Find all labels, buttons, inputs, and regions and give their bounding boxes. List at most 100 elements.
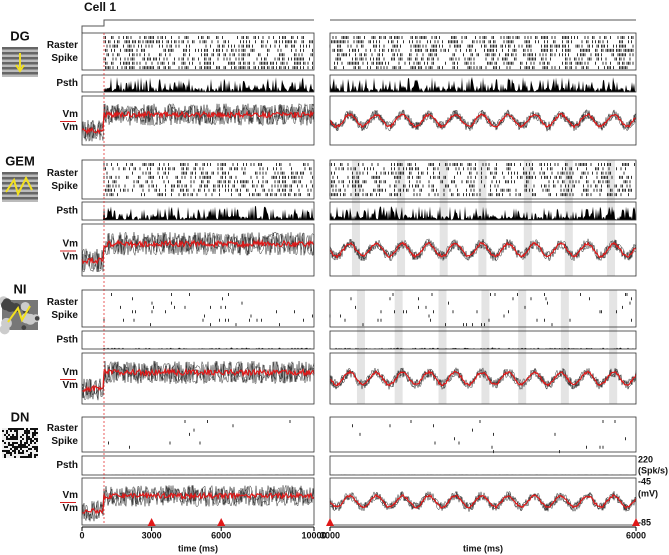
stimulus-noise	[18, 430, 20, 432]
stimulus-noise	[10, 438, 12, 440]
stimulus-noise	[14, 452, 16, 454]
stimulus-noise	[24, 446, 26, 448]
stimulus-noise	[6, 442, 8, 444]
stimulus-noise	[36, 432, 38, 434]
stimulus-noise	[4, 434, 6, 436]
raster-ticks	[103, 293, 313, 327]
panel-label: Vm	[62, 122, 78, 133]
panel-label: Vm	[62, 252, 78, 263]
stimulus-noise	[6, 438, 8, 440]
panel-frame	[329, 477, 637, 526]
stimulus-noise	[18, 456, 20, 458]
stimulus-noise	[2, 432, 4, 434]
condition-label: DN	[11, 409, 30, 424]
stimulus-noise	[34, 434, 36, 436]
x-tick-label: 6000	[626, 530, 646, 540]
panel-label: Vm	[62, 367, 78, 378]
stimulus-noise	[24, 448, 26, 450]
stimulus-noise	[22, 452, 24, 454]
stimulus-noise	[8, 436, 10, 438]
panel-frame	[81, 223, 315, 277]
stimulus-noise	[8, 444, 10, 446]
stimulus-noise	[34, 456, 36, 458]
stimulus-noise	[8, 430, 10, 432]
stimulus-noise	[10, 432, 12, 434]
vm-trace	[329, 238, 637, 262]
stimulus-noise	[12, 456, 14, 458]
panel-frame	[81, 95, 315, 146]
stimulus-noise	[4, 428, 6, 430]
stimulus-noise	[10, 430, 12, 432]
stimulus-noise	[28, 428, 30, 430]
stimulus-noise	[22, 432, 24, 434]
stimulus-noise	[18, 432, 20, 434]
panel-label: Vm	[62, 109, 78, 120]
stimulus-noise	[14, 434, 16, 436]
panel-label: Spike	[51, 436, 78, 447]
stimulus-noise	[22, 430, 24, 432]
figure-title: Cell 1	[84, 0, 116, 14]
stimulus-noise	[32, 448, 34, 450]
stimulus-noise	[2, 440, 4, 442]
stimulus-noise	[18, 440, 20, 442]
highlight-band	[438, 290, 447, 404]
time-marker	[632, 518, 640, 526]
stimulus-noise	[32, 454, 34, 456]
stimulus-noise	[28, 444, 30, 446]
highlight-band	[518, 290, 527, 404]
stimulus-noise	[32, 446, 34, 448]
stimulus-noise	[26, 450, 28, 452]
stimulus-noise	[24, 432, 26, 434]
panel-label: Vm	[62, 490, 78, 501]
stimulus-line	[81, 19, 314, 33]
stimulus-noise	[36, 428, 38, 430]
stimulus-noise	[20, 454, 22, 456]
highlight-band	[560, 290, 569, 404]
stimulus-noise	[20, 442, 22, 444]
highlight-band	[394, 290, 403, 404]
stimulus-noise	[12, 444, 14, 446]
stimulus-noise	[12, 442, 14, 444]
stimulus-noise	[32, 444, 34, 446]
stimulus-noise	[14, 442, 16, 444]
stimulus-noise	[30, 448, 32, 450]
stimulus-noise	[12, 436, 14, 438]
stimulus-noise	[22, 438, 24, 440]
stimulus-noise	[14, 432, 16, 434]
panel-label: Spike	[51, 310, 78, 321]
condition-label: GEM	[5, 153, 35, 168]
psth	[82, 205, 314, 220]
vm-trace	[329, 366, 637, 390]
vm-trace	[81, 232, 315, 273]
stimulus-stripe	[2, 197, 38, 200]
psth	[330, 206, 636, 220]
stimulus-noise	[34, 430, 36, 432]
stimulus-noise	[34, 452, 36, 454]
panel-frame	[81, 159, 315, 200]
stimulus-noise	[16, 442, 18, 444]
stimulus-noise	[12, 452, 14, 454]
stimulus-noise	[36, 434, 38, 436]
stimulus-noise	[36, 442, 38, 444]
stimulus-noise	[8, 450, 10, 452]
panel-frame	[81, 74, 315, 93]
stimulus-noise	[34, 428, 36, 430]
stimulus-noise	[28, 448, 30, 450]
panel-frame	[329, 201, 637, 221]
stimulus-noise	[16, 432, 18, 434]
stimulus-noise	[28, 454, 30, 456]
vm-mean	[329, 369, 637, 387]
stimulus-noise	[36, 446, 38, 448]
stimulus-noise	[6, 454, 8, 456]
stimulus-noise	[30, 440, 32, 442]
stimulus-noise	[36, 450, 38, 452]
stimulus-noise	[30, 430, 32, 432]
stimulus-noise	[30, 438, 32, 440]
stimulus-noise	[6, 440, 8, 442]
vm-trace	[329, 109, 637, 132]
stimulus-noise	[20, 440, 22, 442]
stimulus-noise	[26, 448, 28, 450]
stimulus-noise	[30, 434, 32, 436]
stimulus-noise	[16, 430, 18, 432]
x-tick-label: 0	[79, 530, 84, 540]
